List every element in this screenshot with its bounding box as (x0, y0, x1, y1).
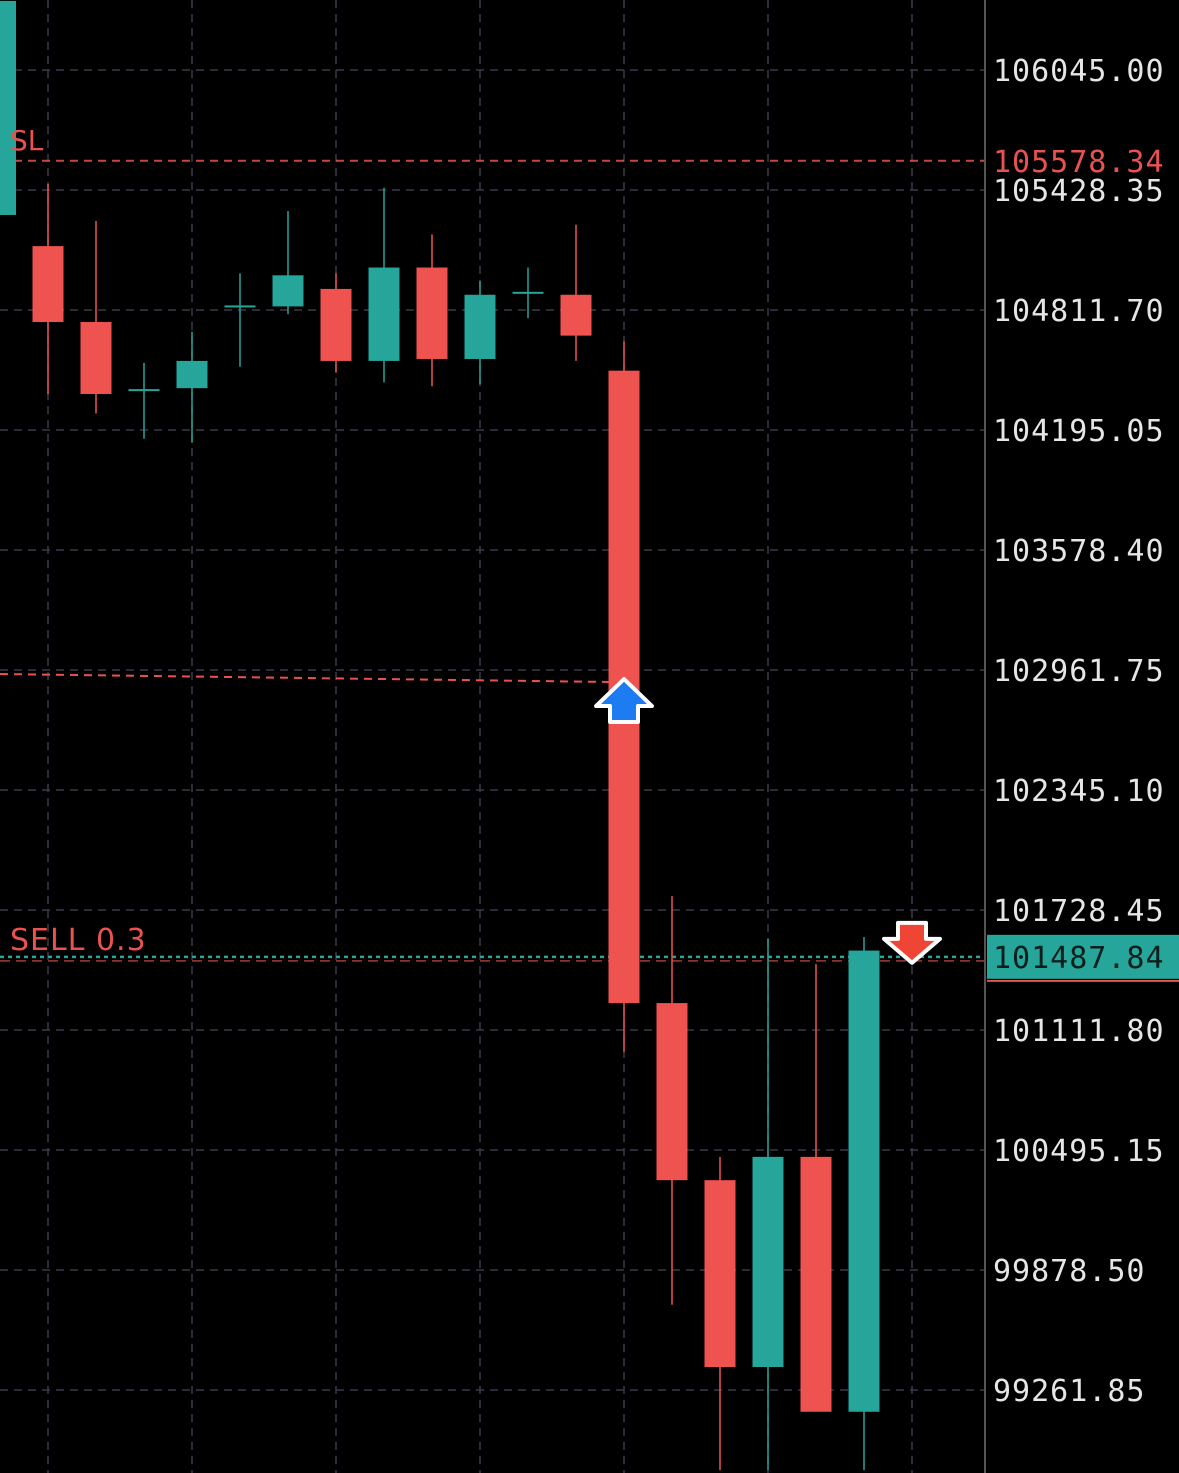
current-price-label: 101487.84 (993, 941, 1165, 976)
candle-body (704, 1180, 736, 1368)
price-levels (0, 159, 985, 962)
candles[interactable] (0, 0, 880, 1471)
y-tick-label: 106045.00 (993, 54, 1165, 89)
sl-label: SL (10, 124, 44, 157)
candle-2[interactable] (80, 220, 112, 414)
candle-0[interactable] (0, 0, 16, 215)
candle-body (0, 0, 16, 215)
candle-17[interactable] (800, 964, 832, 1412)
candle-body (224, 305, 256, 308)
candle-body (560, 294, 592, 336)
candle-body (800, 1156, 832, 1412)
chart-grid (0, 0, 985, 1473)
candle-body (176, 360, 208, 389)
candle-12[interactable] (560, 224, 592, 361)
price-axis[interactable]: 106045.00 105428.35 104811.70 104195.05 1035… (984, 0, 1179, 1473)
y-tick-label: 103578.40 (993, 534, 1165, 569)
y-tick-label: 102345.10 (993, 774, 1165, 809)
candle-6[interactable] (272, 211, 304, 315)
candle-11[interactable] (512, 267, 544, 319)
candle-18[interactable] (848, 936, 880, 1471)
y-tick-label: 105428.35 (993, 174, 1165, 209)
sl-price-label: 105578.34 (993, 145, 1165, 180)
candle-body (464, 294, 496, 359)
y-tick-label: 104811.70 (993, 294, 1165, 329)
y-tick-label: 100495.15 (993, 1134, 1165, 1169)
candle-body (32, 246, 64, 323)
candle-10[interactable] (464, 281, 496, 385)
candle-8[interactable] (368, 187, 400, 383)
candle-14[interactable] (656, 896, 688, 1305)
candle-15[interactable] (704, 1156, 736, 1471)
current-price-badge (987, 934, 1179, 979)
y-tick-label: 101728.45 (993, 894, 1165, 929)
sell-arrow-icon[interactable] (882, 920, 942, 965)
candle-5[interactable] (224, 273, 256, 367)
sell-order-label[interactable]: SELL 0.3 (10, 923, 147, 958)
candle-1[interactable] (32, 183, 64, 395)
y-tick-label: 104195.05 (993, 414, 1165, 449)
y-tick-label: 99261.85 (993, 1374, 1146, 1409)
trade-markers[interactable] (594, 677, 942, 965)
y-tick-label: 101111.80 (993, 1014, 1165, 1049)
candle-4[interactable] (176, 331, 208, 443)
candle-body (272, 275, 304, 307)
candle-body (80, 322, 112, 395)
y-tick-label: 102961.75 (993, 654, 1165, 689)
candle-3[interactable] (128, 362, 160, 439)
candle-7[interactable] (320, 273, 352, 373)
candle-body (128, 389, 160, 392)
candle-body (656, 1003, 688, 1181)
buy-arrow-icon[interactable] (594, 677, 654, 725)
candle-9[interactable] (416, 234, 448, 387)
candle-body (368, 267, 400, 361)
candle-body (512, 291, 544, 294)
candle-body (320, 288, 352, 361)
candle-body (752, 1156, 784, 1368)
entry-trend-line (0, 673, 613, 684)
candle-16[interactable] (752, 938, 784, 1471)
candle-body (416, 267, 448, 359)
candle-body (848, 950, 880, 1412)
y-tick-label: 99878.50 (993, 1254, 1146, 1289)
